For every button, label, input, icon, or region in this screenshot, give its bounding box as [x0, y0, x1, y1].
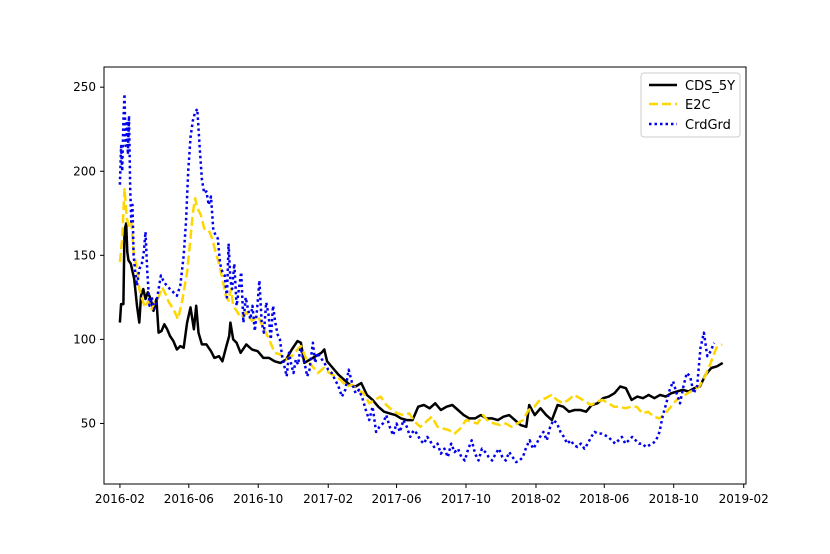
plot-frame [103, 66, 747, 485]
x-tick-label: 2017-10 [441, 492, 491, 506]
x-tick-label: 2016-02 [95, 492, 145, 506]
series-line-e2c [118, 186, 723, 435]
series-layer [118, 92, 724, 464]
legend-label-e2c: E2C [685, 98, 711, 113]
series-line-crdgrd [118, 92, 716, 464]
legend-label-cds-5y: CDS_5Y [685, 79, 735, 94]
y-tick-label: 50 [81, 416, 96, 430]
x-tick-label: 2016-06 [164, 492, 214, 506]
x-tick-label: 2019-02 [719, 492, 769, 506]
legend: CDS_5Y E2C CrdGrd [640, 72, 741, 138]
plot-background [104, 67, 746, 484]
x-tick-label: 2018-06 [579, 492, 629, 506]
x-tick-label: 2018-02 [511, 492, 561, 506]
x-tick-label: 2017-02 [303, 492, 353, 506]
x-tick-label: 2018-10 [649, 492, 699, 506]
y-tick-label: 100 [73, 332, 96, 346]
x-tick-label: 2017-06 [371, 492, 421, 506]
x-tick-label: 2016-10 [233, 492, 283, 506]
legend-label-crdgrd: CrdGrd [685, 118, 731, 133]
x-axis: 2016-02 2016-06 2016-10 2017-02 2017-06 2017-… [95, 484, 769, 506]
y-axis: 50 100 150 200 250 [73, 80, 104, 430]
y-tick-label: 250 [73, 80, 96, 94]
y-tick-label: 200 [73, 164, 96, 178]
y-tick-label: 150 [73, 248, 96, 262]
legend-box [640, 72, 741, 138]
